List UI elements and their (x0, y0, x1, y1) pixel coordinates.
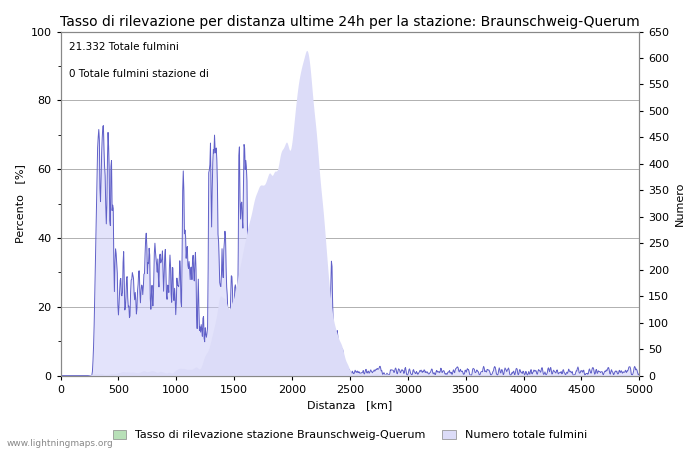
Legend: Tasso di rilevazione stazione Braunschweig-Querum, Numero totale fulmini: Tasso di rilevazione stazione Braunschwe… (108, 425, 592, 445)
X-axis label: Distanza   [km]: Distanza [km] (307, 400, 393, 410)
Y-axis label: Numero: Numero (675, 181, 685, 226)
Title: Tasso di rilevazione per distanza ultime 24h per la stazione: Braunschweig-Queru: Tasso di rilevazione per distanza ultime… (60, 15, 640, 29)
Text: 0 Totale fulmini stazione di: 0 Totale fulmini stazione di (69, 69, 209, 79)
Y-axis label: Percento   [%]: Percento [%] (15, 164, 25, 243)
Text: www.lightningmaps.org: www.lightningmaps.org (7, 439, 113, 448)
Text: 21.332 Totale fulmini: 21.332 Totale fulmini (69, 42, 179, 52)
